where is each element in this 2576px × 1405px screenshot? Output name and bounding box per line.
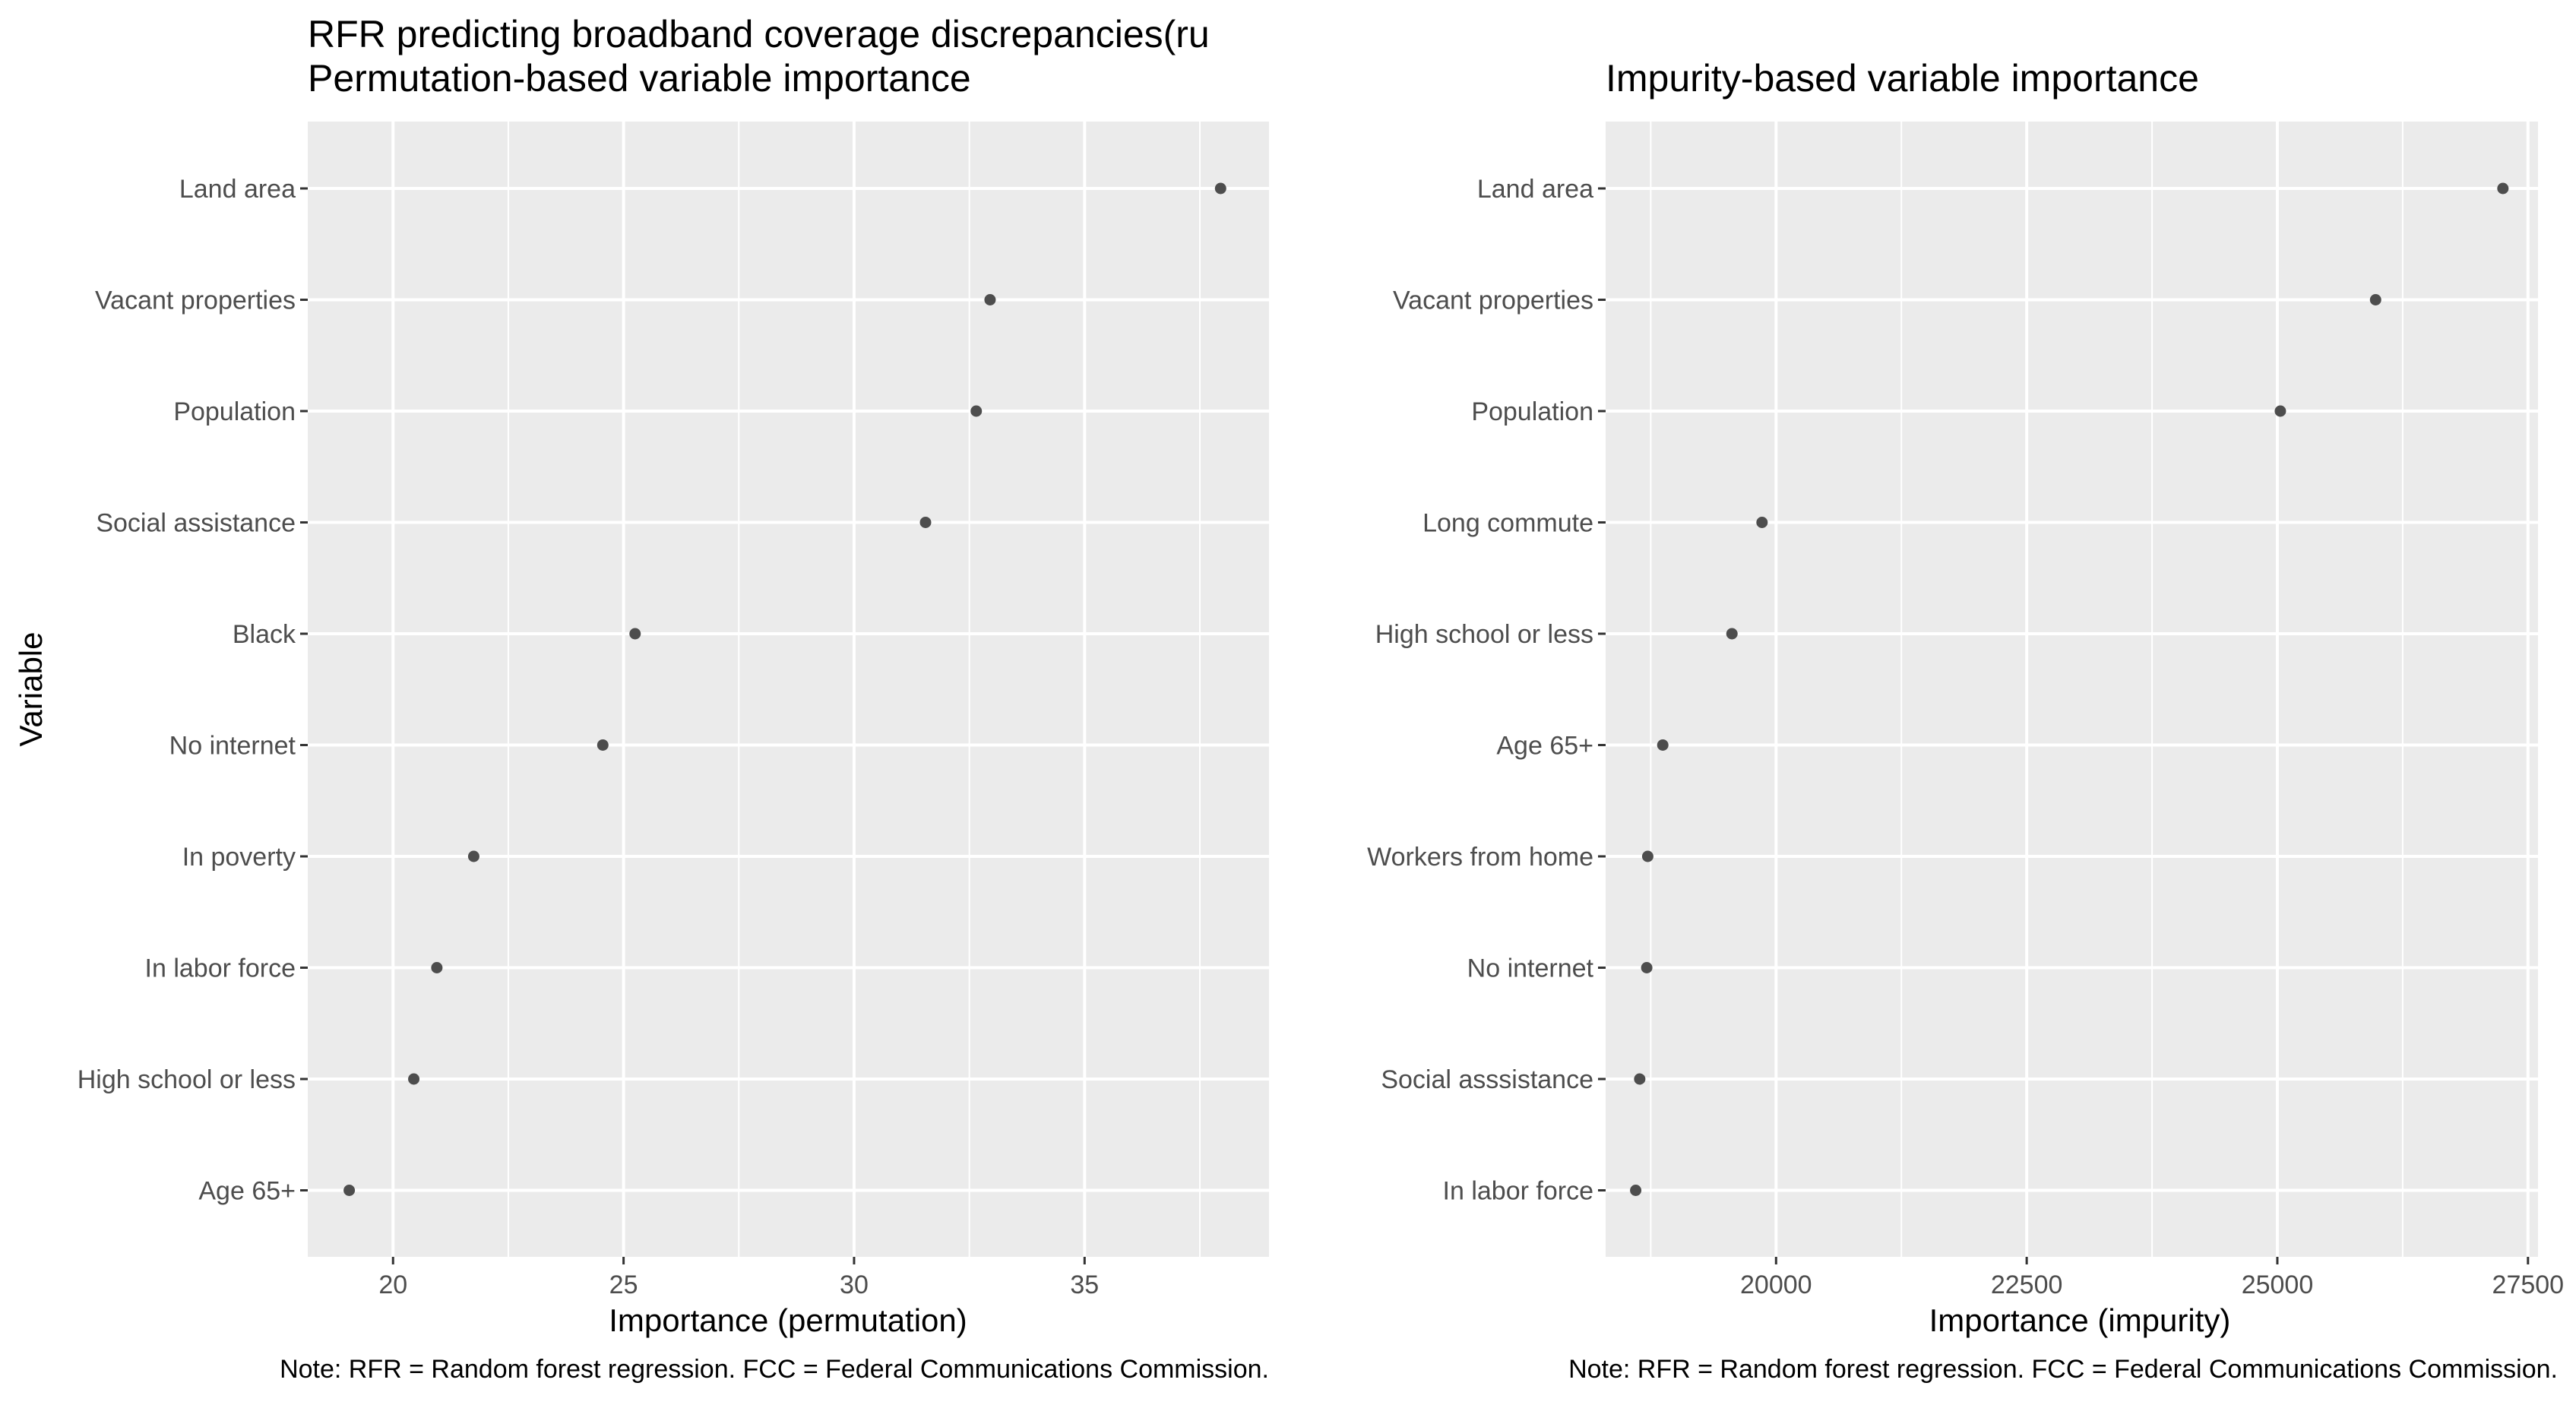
y-tick-label: In labor force bbox=[145, 954, 296, 983]
x-tick-label: 35 bbox=[1070, 1271, 1099, 1299]
data-point-permutation bbox=[919, 517, 932, 528]
y-tick-label: High school or less bbox=[78, 1065, 296, 1094]
data-point-permutation bbox=[431, 962, 443, 973]
caption-note-left: Note: RFR = Random forest regression. FC… bbox=[280, 1355, 1269, 1384]
y-tick-label: Social assistance bbox=[96, 509, 296, 538]
data-point-permutation bbox=[629, 628, 641, 640]
y-tick-label: Black bbox=[233, 620, 296, 649]
y-tick-labels-impurity: Land area Vacant properties Population Long… bbox=[1367, 175, 1606, 1206]
data-point-permutation bbox=[408, 1073, 420, 1085]
x-tick-labels-permutation: 20 25 30 35 bbox=[378, 1257, 1099, 1299]
y-tick-label: Population bbox=[1471, 397, 1593, 426]
chart-subtitle-impurity: Impurity-based variable importance bbox=[1606, 57, 2199, 100]
y-tick-label: Land area bbox=[1477, 175, 1593, 204]
y-tick-label: Population bbox=[173, 397, 296, 426]
y-tick-label: In poverty bbox=[182, 843, 296, 872]
data-point-permutation bbox=[467, 850, 479, 862]
plot-panel-impurity bbox=[1606, 122, 2538, 1257]
data-point-impurity bbox=[2274, 405, 2286, 417]
x-tick-label: 27500 bbox=[2492, 1271, 2565, 1299]
plot-panel-permutation bbox=[308, 122, 1269, 1257]
y-tick-label: No internet bbox=[1467, 954, 1594, 983]
chart-subtitle-permutation: Permutation-based variable importance bbox=[308, 57, 971, 100]
y-tick-label: Land area bbox=[179, 175, 296, 204]
data-point-impurity bbox=[1641, 962, 1653, 973]
x-axis-title-permutation: Importance (permutation) bbox=[609, 1302, 967, 1338]
x-tick-label: 20000 bbox=[1740, 1271, 1812, 1299]
data-point-impurity bbox=[1657, 739, 1669, 751]
y-tick-label: Age 65+ bbox=[1496, 732, 1593, 761]
data-point-impurity bbox=[2369, 294, 2381, 305]
y-tick-label: No internet bbox=[169, 732, 296, 761]
permutation-chart: RFR predicting broadband coverage discre… bbox=[13, 13, 1269, 1384]
y-tick-labels-permutation: Land area Vacant properties Population Soci… bbox=[78, 175, 308, 1206]
caption-note-right: Note: RFR = Random forest regression. FC… bbox=[1568, 1355, 2558, 1384]
chart-title: RFR predicting broadband coverage discre… bbox=[308, 13, 1210, 55]
y-tick-label: In labor force bbox=[1443, 1177, 1593, 1206]
impurity-chart: Impurity-based variable importance Land … bbox=[1367, 57, 2564, 1384]
data-point-impurity bbox=[1641, 850, 1654, 862]
x-tick-label: 22500 bbox=[1991, 1271, 2063, 1299]
y-tick-label: Vacant properties bbox=[1393, 286, 1593, 315]
data-point-impurity bbox=[1634, 1073, 1646, 1085]
data-point-permutation bbox=[597, 739, 609, 751]
y-axis-title: Variable bbox=[13, 632, 49, 747]
y-tick-label: Vacant properties bbox=[95, 286, 296, 315]
y-tick-label: Age 65+ bbox=[198, 1177, 296, 1206]
y-tick-label: High school or less bbox=[1375, 620, 1593, 649]
data-point-permutation bbox=[343, 1185, 356, 1196]
x-axis-title-impurity: Importance (impurity) bbox=[1929, 1302, 2231, 1338]
data-point-impurity bbox=[1726, 628, 1738, 640]
data-point-impurity bbox=[1756, 517, 1768, 528]
points-impurity bbox=[1630, 182, 2509, 1196]
x-tick-label: 30 bbox=[840, 1271, 869, 1299]
x-tick-labels-impurity: 20000 22500 25000 27500 bbox=[1740, 1257, 2564, 1299]
data-point-permutation bbox=[970, 405, 983, 417]
data-point-permutation bbox=[1214, 182, 1226, 195]
x-tick-label: 25000 bbox=[2242, 1271, 2314, 1299]
data-point-permutation bbox=[984, 294, 996, 305]
y-tick-label: Social asssistance bbox=[1381, 1065, 1593, 1094]
x-tick-label: 20 bbox=[378, 1271, 407, 1299]
gridlines-permutation bbox=[308, 122, 1269, 1257]
data-point-impurity bbox=[1630, 1185, 1642, 1196]
data-point-impurity bbox=[2497, 182, 2509, 195]
points-permutation bbox=[343, 182, 1226, 1196]
y-tick-label: Long commute bbox=[1422, 509, 1593, 538]
x-tick-label: 25 bbox=[609, 1271, 638, 1299]
y-tick-label: Workers from home bbox=[1367, 843, 1593, 872]
